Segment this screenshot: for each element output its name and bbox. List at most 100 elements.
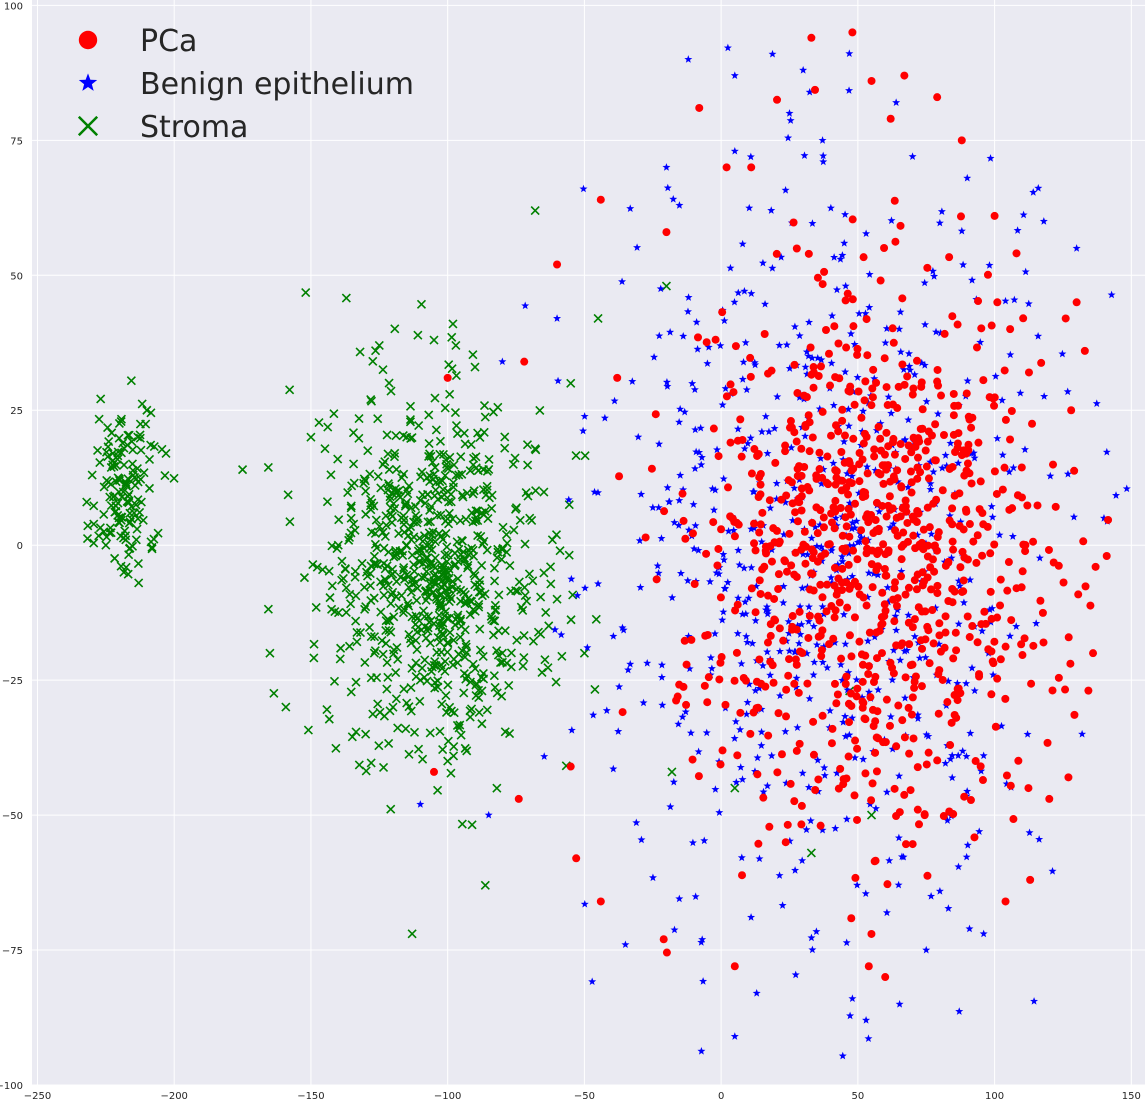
pca-point: [834, 339, 843, 348]
pca-point: [983, 270, 992, 279]
stroma-point: [416, 299, 427, 309]
pca-point: [940, 329, 949, 338]
stroma-point: [401, 724, 411, 734]
benign-epithelium-point: [959, 598, 968, 607]
benign-epithelium-point: [632, 818, 641, 827]
pca-point: [913, 507, 922, 516]
pca-point: [761, 682, 770, 691]
pca-point: [904, 703, 913, 712]
stroma-point: [450, 407, 461, 418]
pca-point: [830, 563, 839, 572]
benign-epithelium-point: [775, 647, 784, 655]
benign-epithelium-point: [685, 664, 694, 673]
stroma-point: [452, 537, 462, 547]
benign-epithelium-point: [670, 518, 679, 526]
benign-epithelium-point: [804, 617, 813, 625]
pca-point: [790, 679, 799, 688]
benign-epithelium-point: [540, 752, 549, 760]
stroma-point: [459, 688, 469, 698]
benign-epithelium-point: [819, 151, 828, 160]
pca-point: [992, 489, 1001, 498]
pca-point: [847, 914, 856, 923]
pca-point: [885, 721, 894, 730]
benign-epithelium-point: [886, 712, 895, 721]
legend-marker: [77, 115, 99, 137]
benign-epithelium-point: [1016, 388, 1025, 397]
stroma-point: [432, 647, 442, 657]
legend-marker: [78, 30, 98, 50]
benign-epithelium-point: [669, 194, 678, 203]
benign-epithelium-point: [915, 653, 924, 662]
stroma-point: [303, 725, 313, 735]
stroma-point: [475, 575, 485, 585]
benign-epithelium-point: [845, 86, 854, 94]
benign-epithelium-point: [817, 355, 826, 364]
benign-epithelium-point: [716, 341, 725, 350]
benign-epithelium-point: [869, 569, 878, 578]
stroma-point: [470, 516, 481, 526]
benign-epithelium-point: [718, 615, 727, 624]
stroma-point: [407, 663, 417, 673]
pca-point: [938, 486, 947, 495]
pca-point: [880, 600, 889, 609]
benign-epithelium-point: [761, 605, 770, 614]
pca-point: [874, 422, 883, 431]
benign-epithelium-point: [654, 503, 663, 512]
stroma-point: [438, 449, 449, 460]
pca-point: [949, 545, 958, 554]
pca-point: [869, 678, 878, 687]
benign-epithelium-point: [842, 814, 851, 823]
stroma-point: [443, 680, 453, 690]
stroma-point: [536, 592, 546, 602]
benign-epithelium-point: [966, 575, 975, 584]
pca-point: [805, 418, 814, 427]
pca-point: [935, 619, 944, 628]
benign-epithelium-point: [698, 935, 707, 943]
benign-epithelium-point: [692, 318, 701, 326]
benign-epithelium-point: [841, 732, 850, 740]
pca-point: [859, 488, 868, 497]
pca-point: [763, 638, 772, 647]
stroma-point: [500, 443, 510, 453]
pca-point: [618, 708, 627, 717]
benign-epithelium-point: [932, 327, 940, 336]
pca-point: [836, 504, 845, 513]
benign-epithelium-point: [896, 656, 905, 664]
stroma-point: [359, 582, 369, 592]
stroma-point: [96, 394, 106, 404]
stroma-point: [301, 288, 311, 298]
pca-point: [791, 508, 800, 517]
benign-epithelium-point: [567, 574, 576, 583]
benign-epithelium-point: [674, 719, 683, 728]
stroma-point: [379, 590, 389, 600]
pca-point: [792, 746, 801, 755]
benign-epithelium-point: [826, 706, 835, 715]
pca-point: [790, 797, 799, 806]
benign-epithelium-point: [742, 632, 751, 640]
benign-epithelium-point: [963, 376, 972, 385]
benign-epithelium-point: [723, 43, 732, 52]
benign-epithelium-point: [819, 642, 828, 651]
stroma-point: [425, 535, 435, 545]
benign-epithelium-point: [637, 490, 646, 498]
benign-epithelium-point: [745, 203, 754, 212]
benign-epithelium-point: [799, 550, 808, 558]
stroma-point: [128, 445, 138, 455]
stroma-point: [450, 560, 460, 570]
benign-epithelium-point: [988, 604, 997, 612]
benign-epithelium-point: [805, 87, 814, 96]
stroma-point: [443, 486, 453, 496]
stroma-point: [127, 436, 137, 447]
benign-epithelium-point: [813, 353, 822, 362]
stroma-point: [489, 671, 499, 681]
pca-point: [897, 542, 906, 551]
pca-point: [918, 644, 927, 653]
pca-point: [751, 608, 760, 617]
stroma-point: [135, 419, 145, 429]
benign-epithelium-point: [844, 549, 853, 557]
stroma-point: [430, 563, 440, 573]
stroma-point: [381, 626, 391, 636]
pca-point: [854, 387, 863, 396]
benign-epithelium-point: [675, 496, 684, 504]
stroma-point: [478, 668, 488, 679]
